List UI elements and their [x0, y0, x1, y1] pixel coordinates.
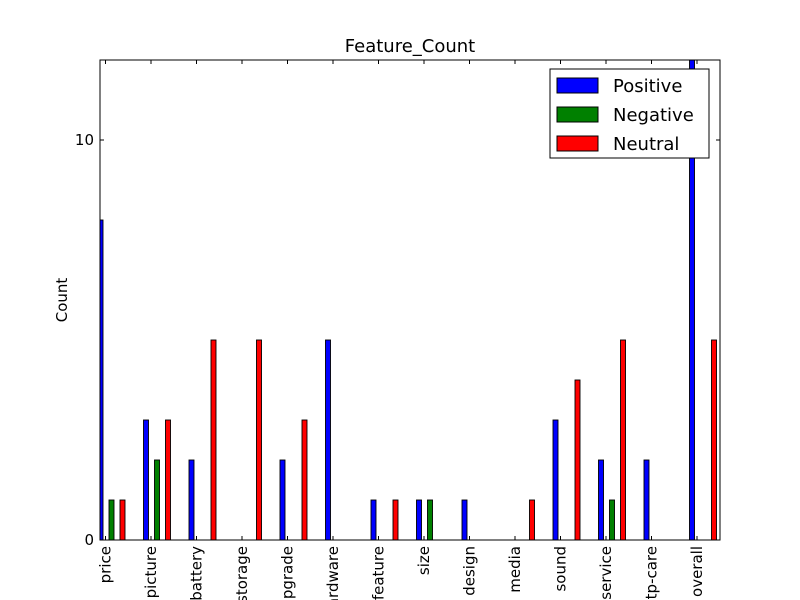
x-tick-label: picture	[142, 546, 160, 598]
bar-picture-positive	[143, 419, 149, 540]
x-tick-label: battery	[188, 546, 206, 600]
bar-size-positive	[416, 499, 422, 540]
y-tick-label: 0	[84, 531, 94, 549]
bar-sound-positive	[552, 419, 559, 540]
legend-label-negative: Negative	[613, 105, 694, 126]
bar-tp-care-positive	[643, 459, 650, 540]
x-tick-label: hardware	[324, 546, 342, 600]
bar-overall-neutral	[711, 339, 717, 540]
bar-sound-neutral	[574, 379, 581, 540]
bar-upgrade-positive	[279, 459, 286, 540]
x-tick-label: design	[461, 546, 479, 596]
x-tick-label: price	[97, 546, 115, 583]
y-tick-label: 10	[75, 131, 94, 149]
x-tick-label: upgrade	[279, 546, 297, 600]
x-tick-label: service	[597, 546, 615, 600]
legend: Positive Negative Neutral	[549, 68, 710, 159]
bar-storage-neutral	[256, 339, 262, 540]
bar-feature-positive	[370, 499, 377, 540]
legend-swatch-positive	[556, 77, 599, 94]
bar-price-negative	[108, 499, 115, 540]
bar-size-negative	[427, 499, 433, 540]
bar-picture-neutral	[165, 419, 171, 540]
bar-design-positive	[461, 499, 468, 540]
bars-layer	[100, 60, 717, 540]
x-tick-label: storage	[233, 546, 251, 600]
x-tick-label: feature	[370, 546, 388, 600]
bar-service-negative	[609, 499, 615, 540]
legend-swatch-neutral	[556, 135, 599, 152]
bar-service-positive	[598, 459, 604, 540]
bar-battery-neutral	[210, 339, 217, 540]
bar-picture-negative	[154, 459, 160, 540]
x-tick-label: size	[415, 546, 433, 575]
bar-media-neutral	[529, 499, 535, 540]
bar-price-neutral	[119, 499, 126, 540]
bar-battery-positive	[188, 459, 195, 540]
x-tick-label: sound	[552, 546, 570, 592]
x-tick-label: overall	[688, 546, 706, 597]
legend-label-neutral: Neutral	[613, 134, 679, 155]
bar-overall-positive	[689, 60, 695, 540]
bar-upgrade-neutral	[301, 419, 308, 540]
x-tick-label: tp-care	[643, 546, 661, 599]
chart-title: Feature_Count	[345, 36, 475, 57]
x-axis-ticks: price picture battery storage upgrade hardwar…	[97, 60, 706, 600]
legend-label-positive: Positive	[613, 76, 682, 97]
bar-feature-neutral	[392, 499, 399, 540]
bar-hardware-positive	[325, 339, 331, 540]
bar-service-neutral	[620, 339, 626, 540]
x-tick-label: media	[506, 546, 524, 593]
legend-swatch-negative	[556, 106, 599, 123]
plot-frame	[99, 59, 721, 541]
y-axis-label: Count	[53, 278, 71, 323]
